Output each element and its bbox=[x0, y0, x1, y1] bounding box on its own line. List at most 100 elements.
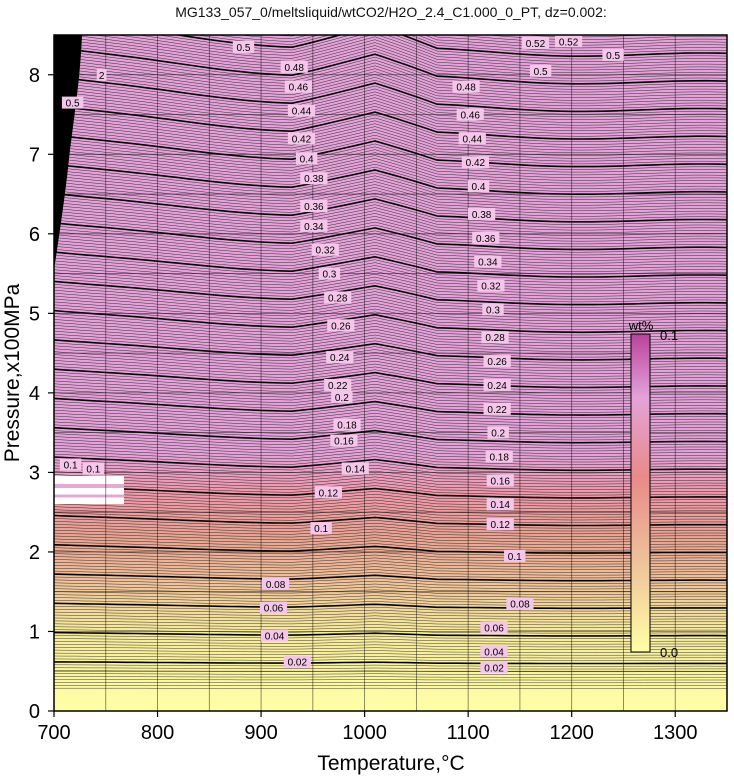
contour-line bbox=[54, 155, 727, 187]
contour-line bbox=[54, 380, 727, 399]
contour-label-box bbox=[480, 661, 508, 674]
contour-label: 0.44 bbox=[458, 132, 486, 145]
contour-label-text: 0.5 bbox=[66, 99, 80, 110]
contour-label-text: 0.38 bbox=[304, 174, 324, 185]
colorbar: wt% 0.1 0.0 bbox=[628, 318, 678, 660]
major-contour-line bbox=[54, 134, 727, 168]
contour-label-box bbox=[314, 486, 342, 499]
contour-line bbox=[54, 488, 727, 501]
contour-line bbox=[54, 333, 727, 355]
contour-line bbox=[54, 415, 727, 432]
plot-frame bbox=[53, 34, 728, 712]
contour-line bbox=[54, 465, 727, 479]
major-contour-line bbox=[54, 485, 727, 499]
x-tick-label: 700 bbox=[37, 722, 70, 744]
contour-line bbox=[54, 491, 727, 504]
contour-line bbox=[54, 667, 727, 670]
contour-label: 0.16 bbox=[330, 434, 358, 448]
contour-label-text: 0.18 bbox=[337, 421, 357, 432]
contour-line bbox=[54, 152, 727, 184]
contour-label-text: 0.14 bbox=[491, 500, 511, 511]
contour-label-box bbox=[280, 60, 308, 73]
contour-line bbox=[54, 494, 727, 507]
contour-line bbox=[54, 392, 727, 410]
contour-line bbox=[54, 447, 727, 463]
contour-label: 0.36 bbox=[472, 231, 500, 245]
x-tick-label: 800 bbox=[141, 722, 174, 744]
contour-line bbox=[54, 424, 727, 441]
contour-label: 0.3 bbox=[482, 303, 504, 316]
contour-label-text: 0.14 bbox=[346, 464, 366, 475]
contour-line bbox=[54, 187, 727, 217]
major-contour-line bbox=[54, 222, 727, 251]
major-contour-line bbox=[54, 456, 727, 472]
contour-label: 0.02 bbox=[283, 655, 311, 669]
contour-label-box bbox=[521, 36, 550, 49]
contour-label: 0.08 bbox=[261, 577, 290, 591]
contour-labels: 0.02 0.02 0.04 0.04 0.06 0.06 0.08 0.08 0.1 0.1 0.… bbox=[59, 35, 624, 674]
contour-line bbox=[54, 620, 727, 626]
y-tick-label: 2 bbox=[29, 542, 40, 564]
contour-label-text: 0.06 bbox=[264, 604, 284, 615]
contour-line bbox=[54, 213, 727, 242]
contour-label: 0.1 bbox=[504, 549, 526, 563]
contour-line bbox=[522, 35, 653, 38]
contour-label-box bbox=[61, 96, 84, 109]
contour-label: 0.14 bbox=[486, 498, 514, 511]
contour-label-box bbox=[487, 426, 509, 439]
contour-line bbox=[54, 404, 727, 421]
contour-label-box bbox=[330, 434, 358, 447]
contour-label-box bbox=[300, 172, 328, 185]
contour-line bbox=[54, 260, 727, 286]
contour-label: 0.04 bbox=[260, 629, 289, 642]
contour-label-text: 0.42 bbox=[292, 134, 312, 145]
contour-label-box bbox=[327, 319, 355, 332]
contour-line bbox=[446, 35, 727, 43]
contour-label-text: 0.1 bbox=[86, 464, 100, 475]
contour-line bbox=[54, 90, 727, 126]
contour-line bbox=[54, 278, 727, 303]
contour-line bbox=[54, 216, 727, 245]
contour-label-box bbox=[481, 331, 509, 344]
contour-label-text: 0.04 bbox=[265, 631, 285, 642]
contour-line bbox=[54, 442, 727, 457]
contour-label-text: 0.42 bbox=[466, 158, 486, 169]
contour-line bbox=[54, 158, 727, 189]
contour-line bbox=[54, 35, 727, 74]
contour-label: 0.3 bbox=[318, 267, 341, 281]
contour-label-box bbox=[284, 80, 312, 93]
contour-line bbox=[54, 462, 727, 477]
contour-line bbox=[54, 445, 727, 460]
contour-line bbox=[54, 166, 727, 198]
contour-line bbox=[54, 123, 727, 156]
contour-line bbox=[54, 664, 727, 667]
contour-line bbox=[54, 108, 727, 143]
major-contour-line bbox=[54, 46, 727, 85]
contour-line bbox=[54, 559, 727, 568]
contour-label: 0.22 bbox=[324, 378, 352, 392]
contour-label-box bbox=[504, 549, 526, 562]
contour-line bbox=[54, 99, 727, 134]
contour-line bbox=[54, 412, 727, 430]
contour-label: 0.46 bbox=[284, 80, 312, 94]
contour-label-text: 0.08 bbox=[510, 600, 530, 611]
contour-label-text: 0.4 bbox=[300, 154, 314, 165]
contour-line bbox=[54, 330, 727, 352]
contour-label-box bbox=[486, 474, 514, 487]
contour-label: 0.5 bbox=[232, 40, 255, 54]
contour-label-box bbox=[341, 462, 369, 475]
contour-label: 0.12 bbox=[486, 518, 514, 531]
contour-line bbox=[54, 207, 727, 236]
y-axis-label: Pressure,x100MPa bbox=[1, 283, 24, 462]
contour-line bbox=[54, 284, 727, 308]
contour-line bbox=[54, 541, 727, 551]
contour-label: 0.38 bbox=[468, 207, 496, 221]
contour-label-text: 2 bbox=[99, 71, 105, 82]
contour-line bbox=[54, 480, 727, 493]
contour-line bbox=[54, 237, 727, 264]
contour-line bbox=[54, 532, 727, 543]
contour-line bbox=[54, 295, 727, 319]
contour-label: 0.4 bbox=[295, 152, 318, 165]
contour-label-box bbox=[311, 243, 339, 256]
contour-line bbox=[54, 82, 727, 118]
